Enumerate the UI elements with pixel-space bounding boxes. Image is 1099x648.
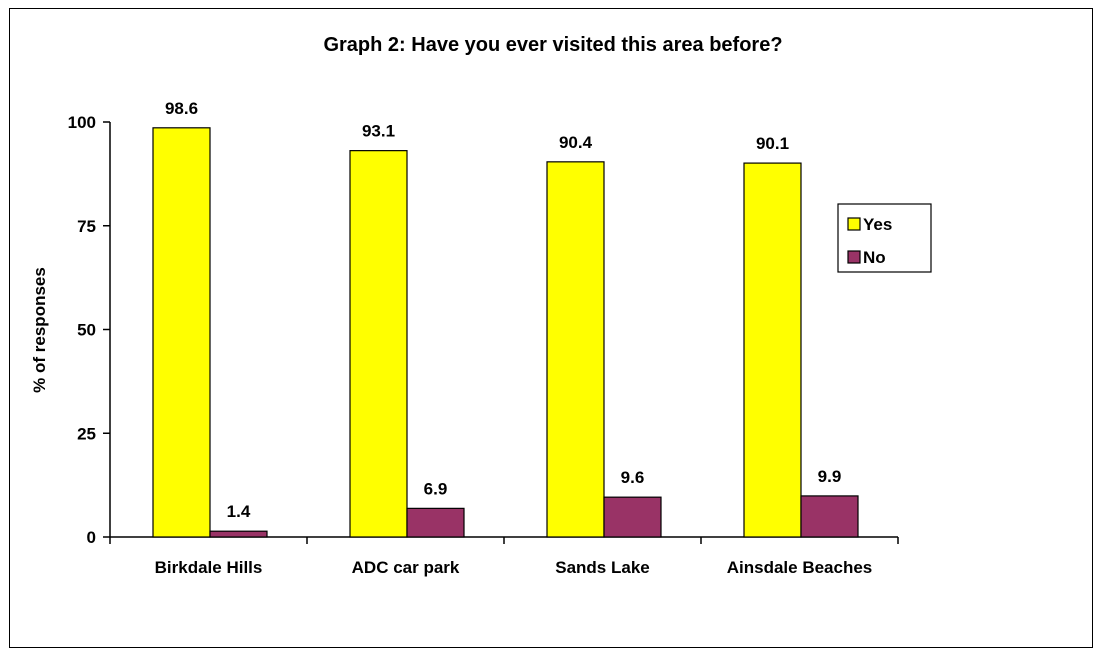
y-tick-label: 100 bbox=[68, 113, 96, 132]
y-tick-label: 50 bbox=[77, 321, 96, 340]
bar-yes-3 bbox=[546, 161, 605, 538]
y-tick-label: 0 bbox=[87, 528, 96, 547]
bar-yes-2 bbox=[349, 150, 408, 538]
legend-label-no: No bbox=[863, 248, 886, 267]
data-label: 6.9 bbox=[424, 479, 448, 498]
y-tick-label: 25 bbox=[77, 424, 96, 443]
x-tick-label: Birkdale Hills bbox=[155, 558, 263, 577]
bar-yes-4 bbox=[743, 162, 802, 538]
legend: Yes No bbox=[837, 203, 932, 273]
y-axis-label: % of responses bbox=[30, 267, 49, 393]
legend-swatch-no bbox=[847, 250, 861, 264]
data-label: 1.4 bbox=[227, 502, 251, 521]
bar-no-1 bbox=[209, 530, 268, 538]
x-tick-label: Sands Lake bbox=[555, 558, 650, 577]
chart-title: Graph 2: Have you ever visited this area… bbox=[323, 34, 782, 56]
bar-no-3 bbox=[603, 496, 662, 538]
legend-box bbox=[837, 203, 932, 273]
bar-no-4 bbox=[800, 495, 859, 538]
data-label: 9.9 bbox=[818, 467, 842, 486]
data-label: 9.6 bbox=[621, 468, 645, 487]
y-tick-label: 75 bbox=[77, 217, 96, 236]
data-label: 98.6 bbox=[165, 99, 198, 118]
data-label: 90.1 bbox=[756, 134, 789, 153]
x-tick-label: ADC car park bbox=[352, 558, 460, 577]
data-label: 93.1 bbox=[362, 122, 395, 141]
data-label: 90.4 bbox=[559, 133, 593, 152]
bar-yes-1 bbox=[152, 127, 211, 538]
plot-area: 0 25 50 75 100 Birkdale Hills ADC car park Sand… bbox=[68, 99, 899, 577]
x-tick-label: Ainsdale Beaches bbox=[727, 558, 873, 577]
legend-swatch-yes bbox=[847, 217, 861, 231]
bar-no-2 bbox=[406, 507, 465, 538]
legend-label-yes: Yes bbox=[863, 215, 892, 234]
